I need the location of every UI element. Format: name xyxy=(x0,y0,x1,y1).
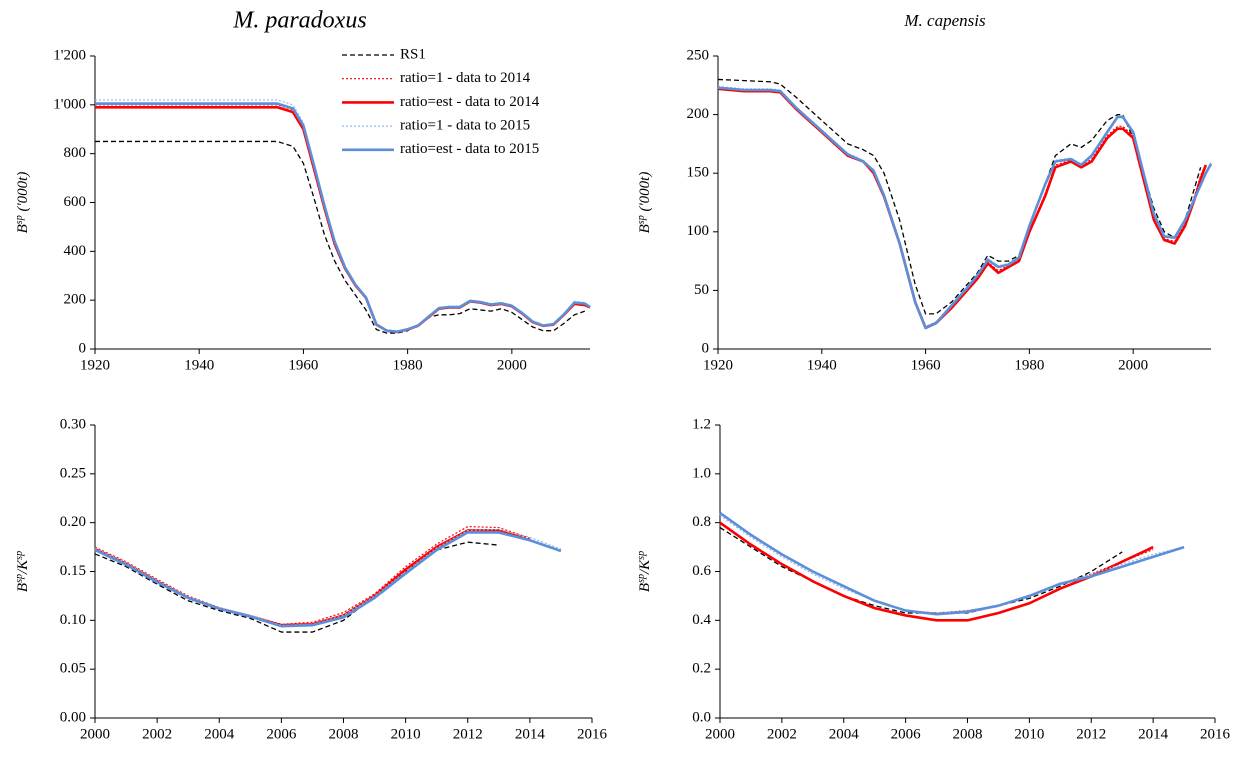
x-tick-label: 2002 xyxy=(767,726,797,742)
x-tick-label: 2006 xyxy=(266,726,297,742)
y-tick-label: 0.05 xyxy=(60,661,86,677)
x-tick-label: 2014 xyxy=(515,726,546,742)
series-line xyxy=(719,521,1154,622)
x-tick-label: 2006 xyxy=(891,726,922,742)
x-tick-label: 2000 xyxy=(80,726,110,742)
series-line xyxy=(95,140,586,334)
y-tick-label: 0.4 xyxy=(692,612,711,628)
x-tick-label: 2004 xyxy=(829,726,860,742)
series-line xyxy=(719,511,1185,616)
y-tick-label: 1.0 xyxy=(692,465,711,481)
x-tick-label: 2014 xyxy=(1138,726,1169,742)
y-tick-label: 0 xyxy=(79,340,87,356)
y-tick-label: 0.2 xyxy=(692,661,711,677)
y-tick-label: 0.20 xyxy=(60,514,86,530)
y-axis-label: Bsp/Ksp xyxy=(636,551,653,592)
x-tick-label: 2012 xyxy=(1076,726,1106,742)
y-tick-label: 1'200 xyxy=(53,47,86,63)
series-line xyxy=(717,86,1213,330)
x-tick-label: 1980 xyxy=(1014,357,1044,373)
y-label-text: B xyxy=(15,583,31,592)
x-tick-label: 1920 xyxy=(703,357,733,373)
y-label-text: /K xyxy=(637,559,653,575)
x-tick-label: 2000 xyxy=(1118,357,1148,373)
y-tick-label: 0.6 xyxy=(692,563,711,579)
series-line xyxy=(719,527,1123,614)
x-tick-label: 2004 xyxy=(204,726,235,742)
chart-title: M. capensis xyxy=(903,11,986,30)
y-label-superscript: sp xyxy=(636,551,647,560)
y-tick-label: 1'000 xyxy=(53,96,86,112)
series-line xyxy=(94,541,499,633)
y-label-text: ('000t) xyxy=(15,172,31,216)
y-tick-label: 0.15 xyxy=(60,563,86,579)
y-tick-label: 800 xyxy=(64,145,87,161)
x-tick-label: 1920 xyxy=(80,357,110,373)
y-label-superscript: sp xyxy=(636,574,647,583)
x-tick-label: 2008 xyxy=(329,726,359,742)
y-tick-label: 0 xyxy=(702,340,710,356)
y-label-superscript: sp xyxy=(14,574,25,583)
y-tick-label: 0.10 xyxy=(60,612,86,628)
series-line xyxy=(94,531,562,628)
series-line xyxy=(719,512,1154,614)
legend-label: RS1 xyxy=(400,46,426,62)
y-label-superscript: sp xyxy=(14,551,25,560)
x-tick-label: 2000 xyxy=(705,726,735,742)
legend-label: ratio=1 - data to 2014 xyxy=(400,70,531,86)
series-line xyxy=(94,525,531,625)
y-axis-label: Bsp/Ksp xyxy=(14,551,31,592)
y-tick-label: 0.00 xyxy=(60,709,86,725)
x-tick-label: 2010 xyxy=(391,726,421,742)
x-tick-label: 1960 xyxy=(911,357,941,373)
legend-label: ratio=est - data to 2015 xyxy=(400,141,539,157)
x-tick-label: 2010 xyxy=(1014,726,1044,742)
y-tick-label: 0.0 xyxy=(692,709,711,725)
y-tick-label: 100 xyxy=(687,223,710,239)
x-tick-label: 1980 xyxy=(393,357,423,373)
x-tick-label: 2012 xyxy=(453,726,483,742)
legend-label: ratio=1 - data to 2015 xyxy=(400,118,530,134)
x-tick-label: 2016 xyxy=(577,726,608,742)
legend-label: ratio=est - data to 2014 xyxy=(400,94,540,110)
y-label-text: B xyxy=(637,224,653,233)
chart-title: M. paradoxus xyxy=(232,8,366,34)
y-tick-label: 250 xyxy=(687,47,710,63)
x-tick-label: 2000 xyxy=(497,357,527,373)
y-tick-label: 200 xyxy=(64,292,87,308)
x-tick-label: 2002 xyxy=(142,726,172,742)
y-tick-label: 50 xyxy=(694,282,709,298)
y-tick-label: 0.25 xyxy=(60,465,86,481)
y-tick-label: 400 xyxy=(64,243,87,259)
y-tick-label: 150 xyxy=(687,165,710,181)
y-tick-label: 600 xyxy=(64,194,87,210)
series-line xyxy=(94,528,562,626)
y-tick-label: 0.8 xyxy=(692,514,711,530)
y-label-superscript: sp xyxy=(636,215,647,224)
y-label-text: B xyxy=(637,583,653,592)
x-tick-label: 1960 xyxy=(288,357,318,373)
x-tick-label: 2008 xyxy=(953,726,983,742)
y-tick-label: 1.2 xyxy=(692,416,711,432)
series-line xyxy=(95,104,585,333)
series-line xyxy=(95,99,591,333)
y-tick-label: 200 xyxy=(687,106,710,122)
x-tick-label: 2016 xyxy=(1200,726,1231,742)
series-line xyxy=(95,102,591,333)
x-tick-label: 1940 xyxy=(807,357,837,373)
y-axis-label: Bsp ('000t) xyxy=(636,172,653,234)
series-line xyxy=(94,529,531,627)
y-label-text: B xyxy=(15,224,31,233)
y-label-text: /K xyxy=(15,559,31,575)
y-label-superscript: sp xyxy=(14,215,25,224)
x-tick-label: 1940 xyxy=(184,357,214,373)
y-label-text: ('000t) xyxy=(637,172,653,216)
y-axis-label: Bsp ('000t) xyxy=(14,172,31,234)
y-tick-label: 0.30 xyxy=(60,416,86,432)
series-line xyxy=(717,78,1202,315)
